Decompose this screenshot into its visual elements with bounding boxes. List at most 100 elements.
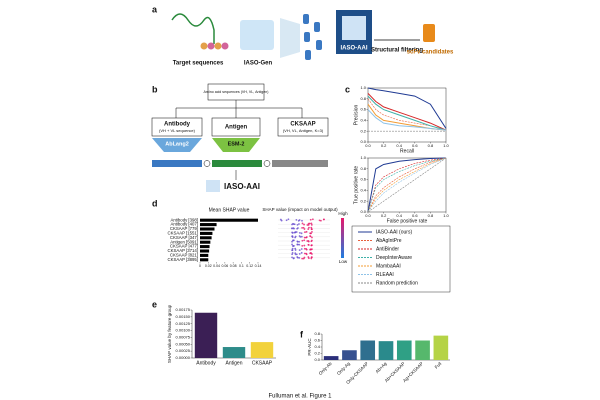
legend-label: AbAgIntPre [376,238,402,244]
bar [200,227,215,231]
y-tick-label: 0.8 [360,166,366,171]
x-tick-label: 0.8 [428,143,434,148]
x-tick-label: Antigen [226,360,243,366]
swarm-dot [309,218,312,221]
y-tick-label: 0.0 [360,209,366,214]
plot-area [367,157,447,213]
y-tick-label: 0.00000 [176,355,191,360]
legend-label: AntiBinder [376,246,399,252]
swarm-dot [307,240,310,243]
swarm-dot [310,256,313,259]
y-axis-label: Precision [353,105,359,126]
y-tick-label: 0.00150 [176,314,191,319]
bar [200,245,210,249]
swarm-dot [310,226,313,229]
aai-icon [342,16,366,40]
swarm-dot [303,252,306,255]
y-tick-label: 0.6 [360,107,366,112]
swarm-dot [310,222,313,225]
chart-title: Mean SHAP value [209,207,250,213]
y-tick-label: CKSAAP [3895] [168,257,199,262]
swarm-dot [310,239,313,242]
x-tick-label: 1.0 [443,143,449,148]
branch-box [277,117,329,137]
swarm-dot [303,247,306,250]
y-tick-label: 0.4 [360,187,366,192]
encoder-label: ESM-2 [228,141,245,147]
swarm-dot [303,244,306,247]
legend-label: DeepInterAware [376,255,412,261]
swarm-dot [302,226,305,229]
aai-icon [206,180,220,192]
step-label: scFv candidates [407,50,454,56]
bar [200,223,217,227]
step-label: Structural filtering [371,48,423,54]
swarm-dot [291,240,293,243]
swarm-dot [310,248,313,251]
bar [396,340,412,360]
bar [222,347,246,358]
funnel [280,18,300,58]
plot-area [367,87,447,143]
caption: Fulluman et al. Figure 1 [268,394,332,400]
swarm-dot [293,231,296,234]
swarm-dot [298,223,300,225]
y-tick-label: CKSAAP [1551] [168,231,199,236]
x-tick-label: Only-Ag [336,361,351,376]
swarm-dot [303,239,306,242]
x-tick-label: 0.08 [230,264,237,268]
swarm-dot [301,219,303,222]
swarm-dot [305,236,308,239]
y-tick-label: 0.00125 [176,321,191,326]
y-tick-label: 0.6 [360,177,366,182]
bar [378,341,394,360]
swarm-dot [293,223,296,226]
swarm-dot [306,224,309,226]
y-tick-label: 0.6 [314,338,320,343]
series-line [367,93,447,131]
y-tick-label: Antigen [5091] [170,239,198,244]
x-tick-label: 0.8 [428,213,434,218]
branch-box [151,117,203,137]
series-line [367,109,447,131]
swarm-dot [295,219,298,221]
branch-title: Antibody [164,122,191,128]
swarm-dot [295,231,298,233]
series-line [367,157,447,213]
swarm-dot [297,227,299,229]
series-line [367,157,447,213]
bar [194,312,218,358]
encoder [212,138,260,152]
y-tick-label: 0.2 [360,128,366,133]
legend-label: MambaAAI [376,263,401,269]
swarm-dot [303,236,306,239]
swarm-dot [311,218,314,221]
beeswarm [278,218,330,260]
color-low: Low [339,259,348,264]
y-axis-label: PR-AUC [307,338,312,356]
panel-label: b [152,84,158,94]
bar [323,356,339,360]
swarm-dot [310,228,313,231]
x-tick-label: Only-Ab [318,361,333,376]
x-tick-label: Antibody [196,360,216,366]
swarm-dot [304,231,306,234]
embeddings [152,160,328,180]
x-tick-label: 0.1 [239,264,244,268]
swarm-dot [291,249,294,252]
swarm-dot [294,249,297,251]
swarm-dot [298,231,301,234]
series-line [367,157,447,213]
bar [360,340,376,360]
y-tick-label: 0.00075 [176,334,191,339]
encoder-label: AbLang2 [165,141,189,147]
x-tick-label: 0.6 [412,143,418,148]
y-tick-label: 0.8 [360,96,366,101]
series-line [367,98,447,131]
y-tick-label: 1.0 [360,155,366,160]
y-tick-label: 0.2 [360,198,366,203]
panel-label: d [152,198,158,208]
swarm-dot [294,235,297,238]
y-tick-label: Antibody [407] [171,222,198,227]
